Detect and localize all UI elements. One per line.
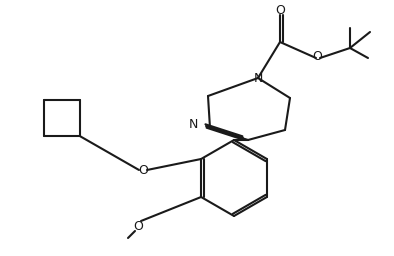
Text: O: O bbox=[133, 219, 143, 232]
Text: N: N bbox=[253, 71, 263, 84]
Text: O: O bbox=[275, 5, 285, 17]
Text: N: N bbox=[188, 118, 198, 131]
Text: O: O bbox=[138, 164, 148, 176]
Text: O: O bbox=[312, 50, 322, 63]
